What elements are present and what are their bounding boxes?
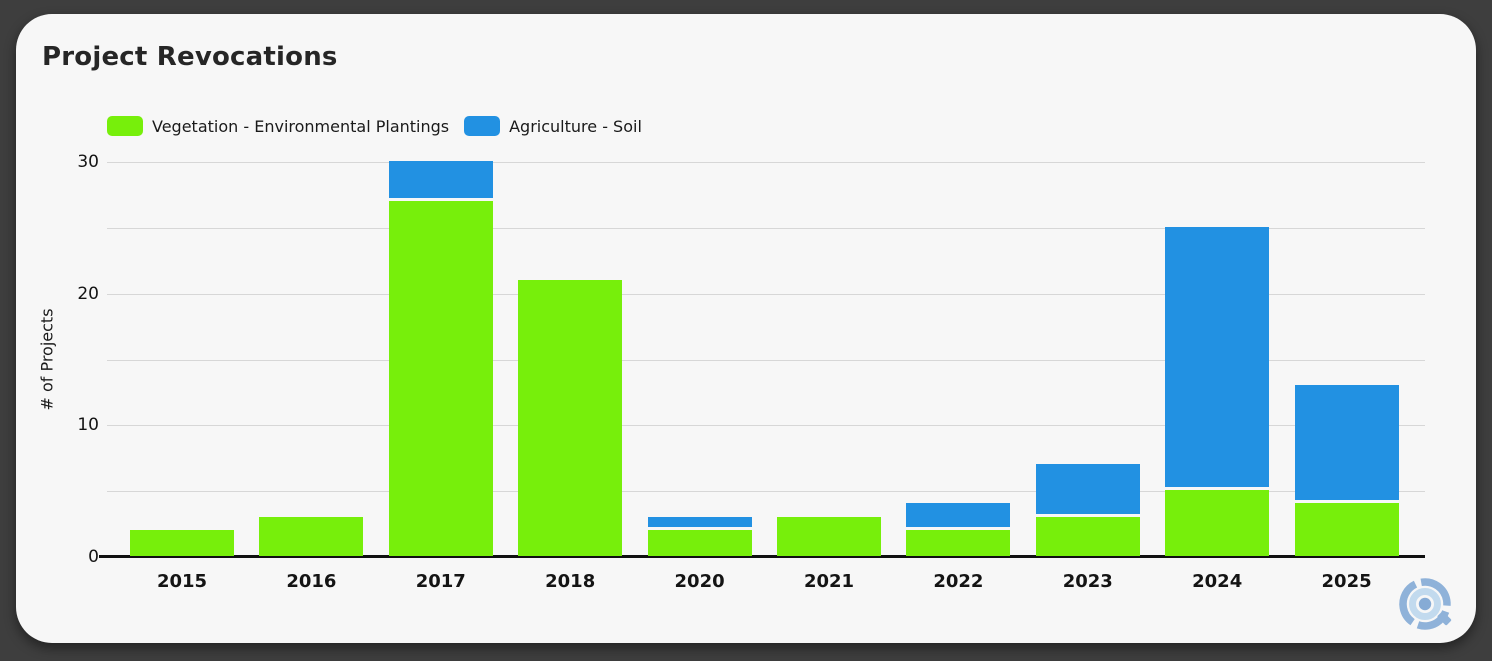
x-tick-label-2024: 2024 bbox=[1192, 571, 1243, 592]
bar-segment-2025-agriculture-soil[interactable] bbox=[1294, 384, 1399, 504]
bar-group-2025 bbox=[1294, 384, 1399, 556]
bar-group-2021 bbox=[777, 516, 881, 556]
bar-segment-2023-vegetation-environmental-plantings[interactable] bbox=[1035, 516, 1140, 556]
y-axis-ticks: 0 10 20 30 bbox=[16, 152, 99, 567]
bar-segment-2018-vegetation-environmental-plantings[interactable] bbox=[518, 279, 623, 556]
bar-segment-2020-agriculture-soil[interactable] bbox=[647, 516, 752, 530]
x-tick-label-2017: 2017 bbox=[415, 571, 466, 592]
chart-title: Project Revocations bbox=[42, 42, 338, 72]
bar-group-2024 bbox=[1165, 226, 1270, 556]
bar-segment-2022-agriculture-soil[interactable] bbox=[906, 503, 1011, 530]
x-tick-label-2015: 2015 bbox=[156, 571, 208, 592]
bar-group-2016 bbox=[259, 516, 364, 556]
x-tick-label-2020: 2020 bbox=[674, 571, 725, 592]
gridline-20 bbox=[107, 293, 1425, 295]
chart-legend: Vegetation - Environmental Plantings Agri… bbox=[107, 115, 642, 137]
bar-segment-2016-vegetation-environmental-plantings[interactable] bbox=[259, 516, 364, 556]
bar-segment-2024-agriculture-soil[interactable] bbox=[1165, 226, 1270, 491]
gridline-25 bbox=[107, 227, 1425, 229]
legend-swatch-icon bbox=[464, 116, 501, 136]
bar-group-2020 bbox=[647, 516, 752, 556]
x-tick-label-2023: 2023 bbox=[1062, 571, 1113, 592]
bar-segment-2023-agriculture-soil[interactable] bbox=[1035, 463, 1140, 517]
x-axis-line bbox=[99, 555, 1425, 558]
brand-logo[interactable] bbox=[1394, 573, 1456, 635]
x-axis-labels: 2015 2016 2017 2018 2020 2021 2022 2023 2024 2025 bbox=[107, 571, 1425, 597]
y-tick-label-10: 10 bbox=[77, 415, 99, 436]
bar-segment-2022-vegetation-environmental-plantings[interactable] bbox=[906, 529, 1011, 556]
bar-group-2015 bbox=[130, 529, 234, 556]
bar-group-2023 bbox=[1035, 463, 1140, 556]
bar-segment-2024-vegetation-environmental-plantings[interactable] bbox=[1165, 490, 1270, 556]
bar-segment-2020-vegetation-environmental-plantings[interactable] bbox=[647, 529, 752, 556]
bar-segment-2017-agriculture-soil[interactable] bbox=[388, 161, 493, 201]
gridline-10 bbox=[107, 425, 1425, 427]
legend-label: Agriculture - Soil bbox=[509, 116, 642, 136]
y-tick-label-30: 30 bbox=[77, 152, 99, 172]
bar-segment-2017-vegetation-environmental-plantings[interactable] bbox=[388, 200, 493, 556]
x-tick-label-2021: 2021 bbox=[803, 571, 855, 592]
y-tick-label-0: 0 bbox=[88, 547, 99, 567]
x-tick-label-2025: 2025 bbox=[1321, 571, 1372, 592]
x-tick-label-2016: 2016 bbox=[286, 571, 337, 592]
plot-area bbox=[99, 161, 1425, 558]
x-tick-label-2022: 2022 bbox=[933, 571, 984, 592]
y-tick-label-20: 20 bbox=[77, 283, 99, 304]
x-tick-label-2018: 2018 bbox=[545, 571, 596, 592]
bar-group-2022 bbox=[906, 503, 1011, 556]
bar-group-2018 bbox=[518, 279, 623, 556]
bar-segment-2015-vegetation-environmental-plantings[interactable] bbox=[130, 529, 234, 556]
gridline-30 bbox=[107, 162, 1425, 163]
bar-segment-2021-vegetation-environmental-plantings[interactable] bbox=[777, 516, 881, 556]
legend-item-vegetation[interactable]: Vegetation - Environmental Plantings bbox=[107, 116, 449, 136]
legend-swatch-icon bbox=[107, 116, 143, 136]
legend-item-agriculture[interactable]: Agriculture - Soil bbox=[464, 116, 642, 136]
circular-q-logo-icon bbox=[1399, 578, 1452, 630]
gridline-15 bbox=[107, 359, 1425, 361]
legend-label: Vegetation - Environmental Plantings bbox=[152, 116, 450, 136]
gridline-5 bbox=[107, 491, 1425, 493]
chart-card: Project Revocations Vegetation - Environ… bbox=[16, 14, 1476, 643]
bar-segment-2025-vegetation-environmental-plantings[interactable] bbox=[1294, 503, 1399, 556]
bar-group-2017 bbox=[388, 161, 493, 556]
